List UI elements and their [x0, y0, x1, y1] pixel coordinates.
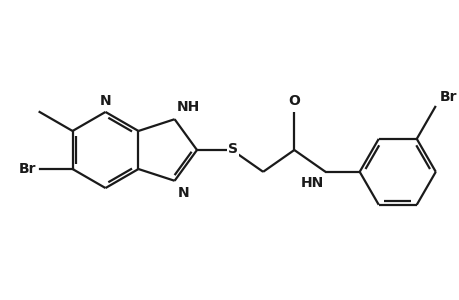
Text: Br: Br	[439, 90, 456, 104]
Text: Br: Br	[19, 162, 36, 176]
Text: N: N	[100, 94, 111, 108]
Text: O: O	[288, 94, 300, 108]
Text: N: N	[177, 185, 189, 200]
Text: HN: HN	[300, 176, 323, 190]
Text: S: S	[228, 142, 237, 156]
Text: NH: NH	[176, 100, 199, 113]
